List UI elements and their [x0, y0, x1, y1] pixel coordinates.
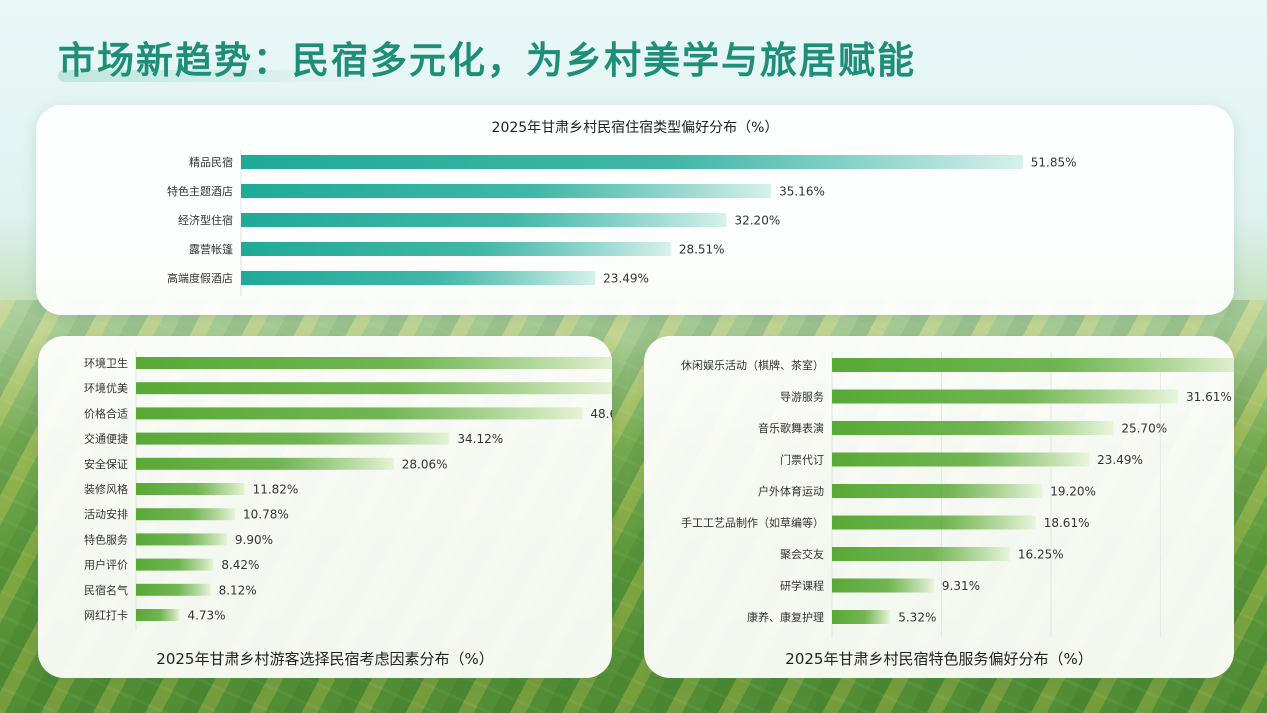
value-label: 28.06% [402, 457, 448, 471]
category-label: 环境优美 [84, 381, 128, 395]
value-label: 18.61% [1044, 516, 1090, 530]
value-label: 28.51% [679, 243, 725, 257]
category-label: 用户评价 [84, 558, 128, 572]
chart-title: 2025年甘肃乡村民宿住宿类型偏好分布（%） [491, 120, 779, 136]
bar [136, 483, 245, 495]
bar [832, 547, 1010, 561]
bar [136, 432, 450, 445]
category-label: 聚会交友 [780, 547, 824, 561]
category-label: 民宿名气 [84, 583, 128, 597]
category-label: 导游服务 [780, 391, 824, 404]
value-label: 19.20% [1050, 485, 1096, 499]
category-label: 音乐歌舞表演 [758, 421, 824, 435]
bar [136, 508, 236, 521]
selection-factors-chart: 环境卫生52.73%环境优美52.44%价格合适48.60%交通便捷34.12%… [84, 351, 612, 631]
bar [832, 389, 1179, 404]
category-label: 特色服务 [84, 532, 128, 546]
value-label: 51.85% [1031, 156, 1077, 170]
category-label: 经济型住宿 [178, 213, 233, 227]
value-label: 23.49% [603, 272, 649, 286]
bar [241, 271, 596, 285]
category-label: 门票代订 [780, 453, 824, 467]
bar [241, 155, 1023, 169]
bar [832, 484, 1043, 498]
value-label: 35.16% [779, 185, 825, 199]
bar [832, 452, 1090, 467]
category-label: 交通便捷 [84, 432, 128, 446]
accommodation-type-chart: 精品民宿 51.85% 特色主题酒店 35.16% 经济型住宿 32.20% 露营帐篷 28.… [167, 149, 1077, 296]
bar [136, 457, 394, 470]
category-label: 休闲娱乐活动（棋牌、茶室） [681, 358, 824, 372]
value-label: 4.73% [187, 609, 225, 623]
category-label: 特色主题酒店 [167, 184, 233, 198]
page-title: 市场新趋势：民宿多元化，为乡村美学与旅居赋能 [58, 38, 916, 82]
bar [136, 533, 227, 546]
bar [241, 184, 772, 198]
header: 市场新趋势：民宿多元化，为乡村美学与旅居赋能 [58, 30, 916, 84]
category-label: 装修风格 [84, 482, 128, 496]
value-label: 10.78% [243, 508, 289, 522]
value-label: 25.70% [1121, 422, 1167, 436]
value-label: 9.31% [942, 579, 980, 593]
category-label: 精品民宿 [189, 155, 233, 169]
category-label: 安全保证 [84, 457, 128, 471]
category-label: 网红打卡 [84, 608, 128, 622]
bar [832, 610, 891, 624]
category-label: 活动安排 [84, 507, 128, 521]
value-label: 5.32% [898, 611, 936, 625]
category-label: 环境卫生 [84, 356, 128, 370]
bar [832, 358, 1234, 372]
accommodation-type-card: 2025年甘肃乡村民宿住宿类型偏好分布（%） 精品民宿 51.85% 特色主题酒店 3… [36, 105, 1234, 315]
special-services-chart: 休闲娱乐活动（棋牌、茶室）38.11%导游服务31.61%音乐歌舞表演25.70… [681, 352, 1234, 638]
category-label: 研学课程 [780, 579, 824, 593]
bar [832, 578, 934, 593]
category-label: 高端度假酒店 [167, 271, 233, 285]
category-label: 价格合适 [84, 406, 128, 420]
bar [241, 242, 671, 256]
value-label: 8.42% [221, 558, 259, 572]
value-label: 23.49% [1097, 453, 1143, 467]
value-label: 16.25% [1018, 548, 1064, 562]
bar [136, 407, 583, 420]
bar [832, 421, 1114, 435]
bar [136, 357, 612, 369]
category-label: 手工工艺品制作（如草编等） [681, 516, 824, 530]
value-label: 11.82% [253, 483, 299, 497]
value-label: 8.12% [219, 583, 257, 597]
value-label: 31.61% [1186, 390, 1232, 404]
bar [136, 583, 211, 596]
bar [241, 213, 727, 227]
bar [136, 382, 612, 395]
bar [136, 558, 214, 571]
value-label: 32.20% [734, 214, 780, 228]
selection-factors-card: 环境卫生52.73%环境优美52.44%价格合适48.60%交通便捷34.12%… [38, 336, 612, 678]
category-label: 康养、康复护理 [747, 610, 824, 624]
bar [832, 515, 1036, 530]
chart-title: 2025年甘肃乡村民宿特色服务偏好分布（%） [785, 650, 1093, 668]
value-label: 48.60% [590, 407, 612, 421]
category-label: 户外体育运动 [758, 484, 824, 498]
bar [136, 609, 180, 621]
category-label: 露营帐篷 [189, 242, 233, 256]
special-services-card: 休闲娱乐活动（棋牌、茶室）38.11%导游服务31.61%音乐歌舞表演25.70… [644, 336, 1234, 678]
value-label: 9.90% [235, 533, 273, 547]
value-label: 34.12% [457, 432, 503, 446]
chart-title: 2025年甘肃乡村游客选择民宿考虑因素分布（%） [156, 650, 494, 668]
